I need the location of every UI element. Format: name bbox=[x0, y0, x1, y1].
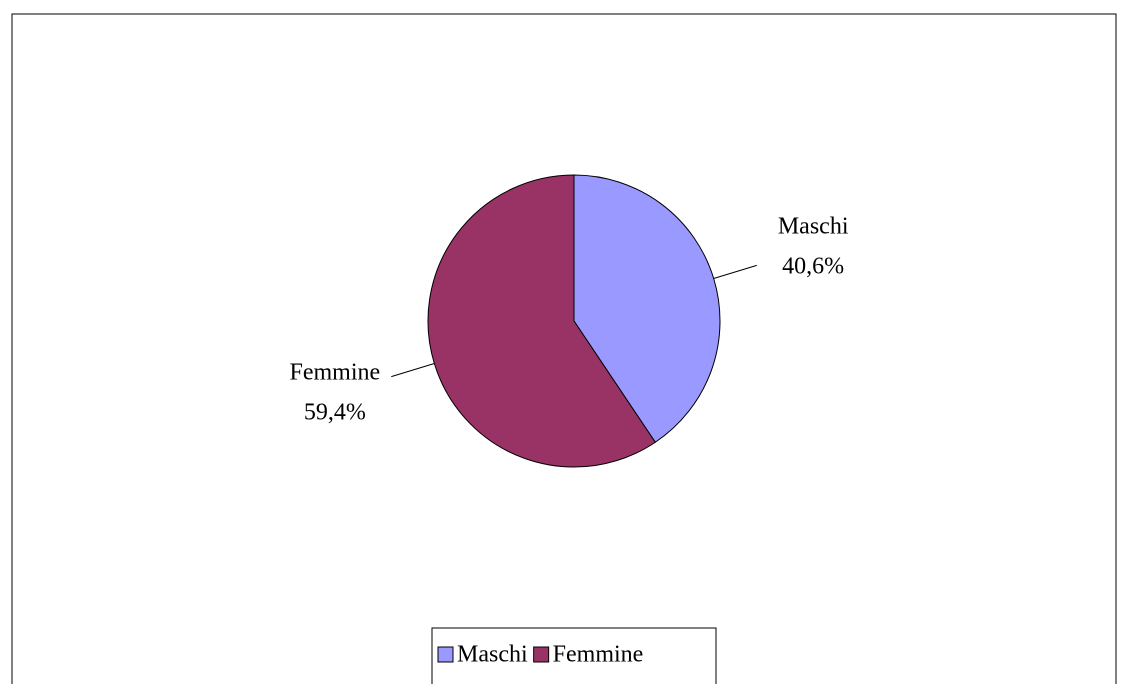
legend-label: Maschi bbox=[457, 642, 528, 668]
legend-box bbox=[431, 627, 717, 684]
leader-line bbox=[391, 363, 435, 378]
pie-slice bbox=[573, 174, 721, 443]
legend-swatch bbox=[533, 646, 550, 663]
pie-slice bbox=[427, 174, 656, 468]
legend-swatch bbox=[437, 646, 454, 663]
slice-value-label: 40,6% bbox=[782, 254, 844, 280]
chart-frame bbox=[11, 13, 1117, 684]
leader-line bbox=[713, 264, 757, 279]
slice-category-label: Femmine bbox=[289, 359, 380, 385]
slice-value-label: 59,4% bbox=[304, 399, 366, 425]
slice-category-label: Maschi bbox=[778, 214, 849, 240]
legend-label: Femmine bbox=[553, 642, 644, 668]
